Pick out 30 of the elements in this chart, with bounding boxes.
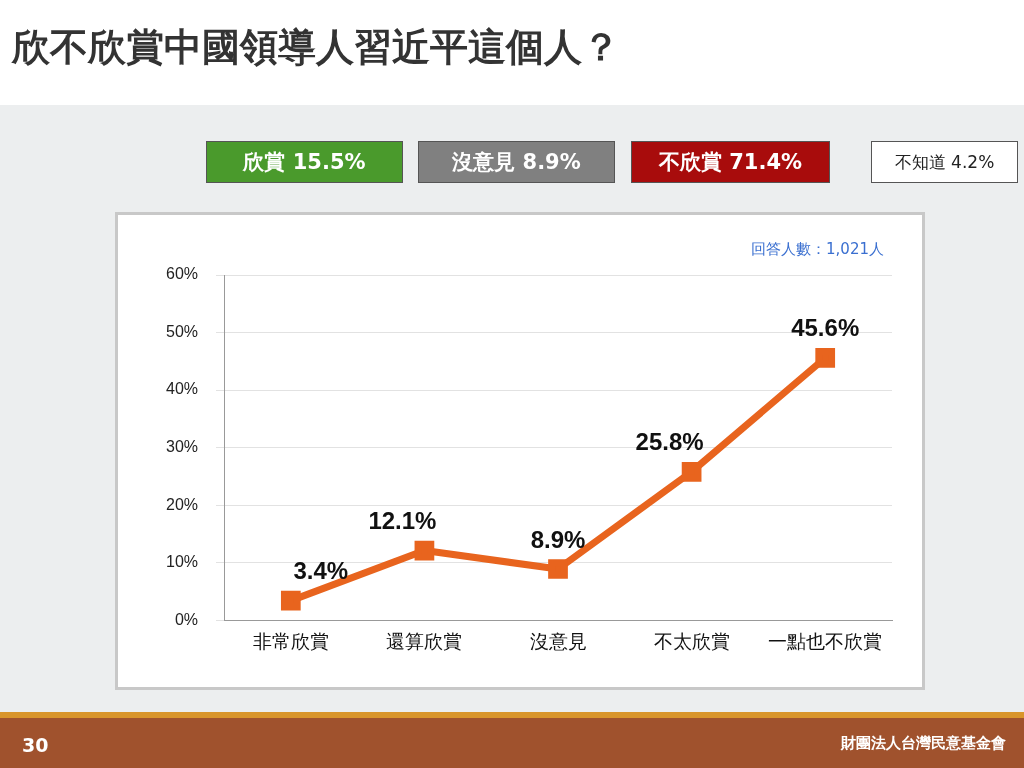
x-tick-label: 還算欣賞 [386,630,463,652]
point [414,540,435,561]
x-tick-label: 非常欣賞 [252,630,329,652]
data-label: 3.4% [293,557,349,585]
data-label: 12.1% [368,507,437,535]
text: 不欣賞 71.4% [631,141,830,183]
text: 不知道 4.2% [871,141,1018,183]
chart-title: 欣不欣賞中國領導人習近平這個人？ [12,24,620,71]
data-label: 25.8% [635,428,704,456]
text: 回答人數：1,021人 [751,240,884,259]
x-tick-label: 一點也不欣賞 [768,630,883,652]
x-tick-label: 沒意見 [529,630,587,652]
data-label: 8.9% [530,525,586,553]
y-tick-label: 0% [174,610,199,628]
y-tick-label: 20% [165,495,199,513]
text: 欣賞 15.5% [206,141,403,183]
y-tick-label: 50% [165,322,199,340]
text: 30 [22,734,49,756]
data-label: 45.6% [791,314,860,342]
point [815,347,836,368]
point [280,590,301,611]
point [681,461,702,482]
y-tick-label: 30% [165,438,199,456]
y-tick-label: 10% [165,553,199,571]
text: 沒意見 8.9% [418,141,615,183]
y-tick-label: 60% [165,265,199,283]
point [548,559,568,579]
text: 財團法人台灣民意基金會 [841,734,1006,753]
y-tick-label: 40% [165,380,199,398]
x-tick-label: 不太欣賞 [653,630,730,652]
